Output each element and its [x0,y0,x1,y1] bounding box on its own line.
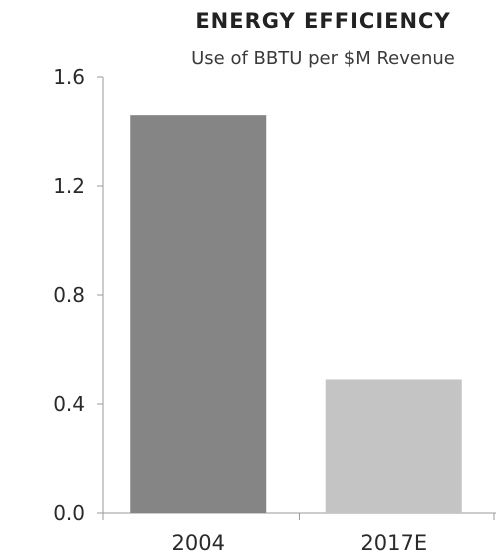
x-tick-label: 2004 [172,531,225,555]
bar-2004 [130,115,266,513]
chart-subtitle: Use of BBTU per $M Revenue [191,48,455,69]
x-axis-ticks [103,513,494,520]
y-tick-label: 0.8 [53,283,85,307]
y-axis-ticks: 0.0 0.4 0.8 1.2 1.6 [53,65,103,525]
x-axis-labels: 2004 2017E [172,531,428,555]
bar-2017e [326,379,462,513]
x-tick-label: 2017E [360,531,427,555]
y-tick-label: 0.0 [53,501,85,525]
chart-title: ENERGY EFFICIENCY [195,9,450,33]
y-tick-label: 0.4 [53,392,85,416]
y-tick-label: 1.2 [53,174,85,198]
y-tick-label: 1.6 [53,65,85,89]
bars-group [130,115,462,513]
